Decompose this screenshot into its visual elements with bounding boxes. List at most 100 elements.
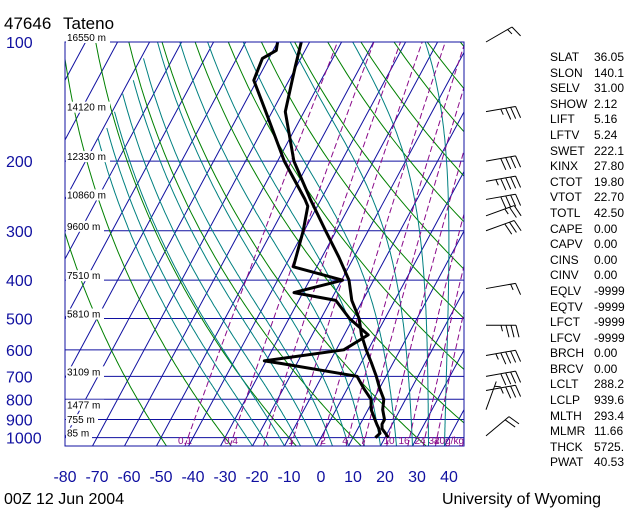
wind-barb-full <box>500 352 507 365</box>
mixing-ratio-line <box>290 42 423 446</box>
isotherm <box>92 42 311 446</box>
height-label-bg <box>66 151 110 163</box>
wind-barb-half <box>500 108 504 115</box>
index-value: 288.2 <box>594 377 625 392</box>
wind-barb-full <box>513 220 522 232</box>
height-label-bg <box>66 308 104 320</box>
mixing-ratio-label: 0.4 <box>224 436 238 447</box>
mixing-ratio-label: 2 <box>320 436 326 447</box>
index-row: EQTV -9999 <box>550 300 625 316</box>
height-label: 16550 m <box>67 33 106 44</box>
wind-barb-full <box>510 176 517 189</box>
isotherm <box>65 42 183 261</box>
isotherm <box>316 170 464 446</box>
mixing-ratio-label: 16 <box>398 436 410 447</box>
index-key: EQLV <box>550 283 582 298</box>
index-value: 0.00 <box>594 221 618 236</box>
index-row: LFCV -9999 <box>550 331 625 347</box>
temperature-tick-label: -10 <box>277 469 300 486</box>
height-label: 1477 m <box>67 401 100 412</box>
wind-barb-full <box>510 350 517 363</box>
temperature-tick-label: -70 <box>85 469 108 486</box>
wind-barb-full <box>510 371 517 384</box>
wind-barb-full <box>515 350 522 362</box>
index-key: KINX <box>550 159 579 174</box>
wind-barb-full <box>509 221 517 233</box>
isotherm <box>252 51 464 446</box>
index-value: 31.00 <box>594 81 625 96</box>
height-label: 755 m <box>67 415 95 426</box>
index-key: MLTH <box>550 408 582 423</box>
wind-barb-full <box>505 157 512 170</box>
pressure-tick-label: 600 <box>6 343 33 360</box>
wind-barb-staff <box>485 381 497 410</box>
index-value: 22.70 <box>594 190 625 205</box>
height-label: 12330 m <box>67 152 106 163</box>
wind-barb-full <box>500 373 507 386</box>
index-value: 5.16 <box>594 112 618 127</box>
mixing-ratio-line <box>184 42 338 446</box>
wind-barb-full <box>508 416 520 425</box>
index-row: LIFT 5.16 <box>550 112 625 128</box>
dry-adiabat <box>65 55 232 446</box>
index-key: LFCT <box>550 315 580 330</box>
index-row: SLAT 36.05 <box>550 50 625 66</box>
height-label-bg <box>66 399 104 411</box>
wind-barb-half <box>510 284 514 291</box>
pressure-tick-label: 500 <box>6 312 33 329</box>
index-key: SLAT <box>550 50 580 64</box>
index-value: 0.00 <box>594 268 618 283</box>
mixing-ratio-line <box>422 263 464 446</box>
pressure-tick-label: 1000 <box>6 431 42 448</box>
moist-adiabat <box>143 58 333 446</box>
isotherm <box>65 42 151 201</box>
index-row: LCLP 939.6 <box>550 393 625 409</box>
index-value: 36.05 <box>594 50 625 64</box>
height-label: 14120 m <box>67 103 106 114</box>
dry-adiabat <box>227 42 464 371</box>
pressure-tick-label: 400 <box>6 273 33 290</box>
wind-barb-full <box>504 223 513 235</box>
station-id: 47646 <box>4 14 52 33</box>
index-row: CAPE 0.00 <box>550 222 625 238</box>
moist-adiabat <box>157 42 349 446</box>
index-row: SELV 31.00 <box>550 81 625 97</box>
moist-adiabat <box>179 42 365 446</box>
index-key: EQTV <box>550 299 583 314</box>
wind-barb-full <box>515 385 522 397</box>
isotherm <box>156 42 375 446</box>
moist-adiabat <box>106 127 269 446</box>
data-source: University of Wyoming <box>442 491 602 508</box>
index-value: 5.24 <box>594 127 618 142</box>
index-row: THCK 5725. <box>550 440 625 456</box>
mixing-ratio-label: 10 <box>383 436 395 447</box>
index-value: 293.4 <box>594 408 625 423</box>
sounding-indices-table: SLAT 36.05 SLON 140.1 SELV 31.00 SHOW 2.12 LIFT 5… <box>550 50 625 471</box>
index-row: LCLT 288.2 <box>550 377 625 393</box>
dry-adiabat <box>194 42 464 424</box>
index-row: BRCH 0.00 <box>550 346 625 362</box>
wind-barb-full <box>515 175 522 188</box>
temperature-tick-label: 0 <box>317 469 326 486</box>
pressure-tick-label: 300 <box>6 224 33 241</box>
index-row: LFTV 5.24 <box>550 128 625 144</box>
dry-adiabat <box>161 42 427 446</box>
wind-barb-full <box>515 194 522 206</box>
index-value: 939.6 <box>594 393 625 408</box>
height-label: 3109 m <box>67 367 100 378</box>
index-key: TOTL <box>550 205 581 220</box>
index-value: 0.00 <box>594 237 618 252</box>
pressure-tick-label: 800 <box>6 392 33 409</box>
index-key: PWAT <box>550 455 584 470</box>
index-key: SELV <box>550 81 580 96</box>
wind-barb-full <box>510 325 515 338</box>
moist-adiabat <box>114 111 285 446</box>
index-key: LFTV <box>550 127 580 142</box>
temperature-tick-label: -80 <box>53 469 76 486</box>
wind-barb-full <box>515 155 522 168</box>
wind-barb-staff <box>485 416 510 437</box>
wind-barb-full <box>511 26 521 37</box>
index-row: KINX 27.80 <box>550 159 625 175</box>
index-row: SHOW 2.12 <box>550 97 625 113</box>
wind-barb-half <box>500 325 503 332</box>
